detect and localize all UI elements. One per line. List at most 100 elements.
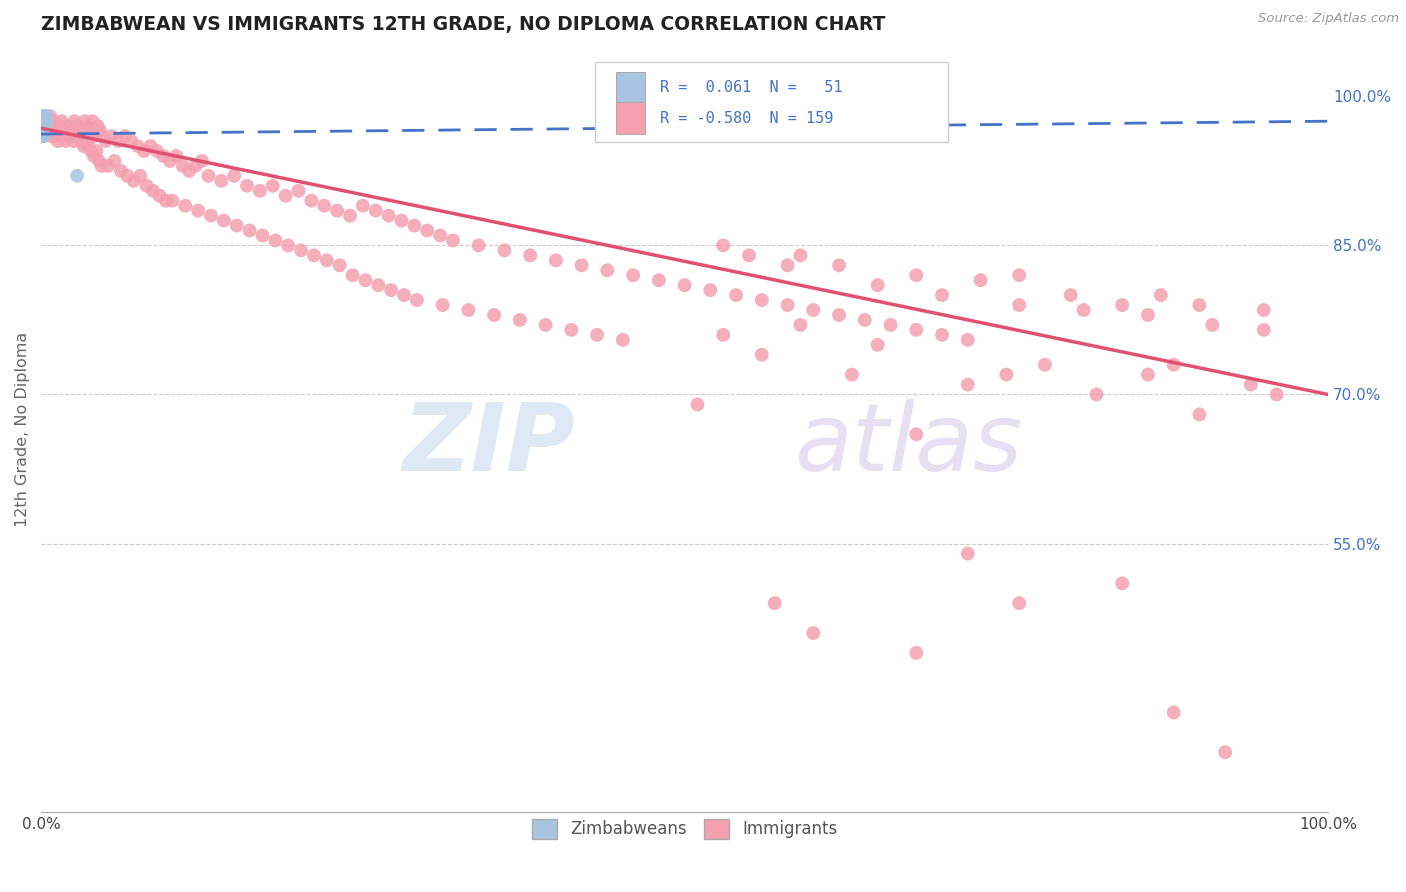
Point bbox=[931, 288, 953, 302]
Point bbox=[725, 288, 748, 302]
Point bbox=[45, 124, 67, 138]
Point bbox=[1240, 377, 1263, 392]
Point bbox=[406, 293, 429, 307]
Point bbox=[1150, 288, 1173, 302]
Point bbox=[37, 119, 59, 133]
Point bbox=[482, 308, 505, 322]
Point bbox=[776, 298, 799, 312]
Point bbox=[159, 153, 181, 168]
Point bbox=[56, 119, 79, 133]
Point bbox=[65, 124, 87, 138]
Point bbox=[956, 377, 979, 392]
Point bbox=[32, 119, 55, 133]
Point bbox=[1008, 268, 1031, 283]
Point bbox=[34, 119, 56, 133]
Point bbox=[621, 268, 644, 283]
Point bbox=[32, 114, 55, 128]
Text: ZIMBABWEAN VS IMMIGRANTS 12TH GRADE, NO DIPLOMA CORRELATION CHART: ZIMBABWEAN VS IMMIGRANTS 12TH GRADE, NO … bbox=[41, 15, 886, 34]
Point bbox=[152, 149, 174, 163]
Point bbox=[212, 213, 235, 227]
Point bbox=[69, 124, 91, 138]
Point bbox=[172, 159, 194, 173]
Point bbox=[1163, 358, 1185, 372]
Point bbox=[209, 174, 232, 188]
Point bbox=[801, 626, 824, 640]
Point bbox=[905, 268, 928, 283]
Point bbox=[519, 248, 541, 262]
Point bbox=[31, 129, 53, 144]
Point bbox=[339, 209, 361, 223]
Point bbox=[41, 119, 63, 133]
Point bbox=[956, 333, 979, 347]
Point bbox=[32, 124, 55, 138]
Point bbox=[38, 124, 60, 138]
Point bbox=[165, 149, 187, 163]
Point bbox=[31, 124, 53, 138]
Point bbox=[380, 283, 402, 297]
Point bbox=[287, 184, 309, 198]
Point bbox=[224, 169, 246, 183]
Point bbox=[135, 178, 157, 193]
Point bbox=[1253, 303, 1275, 318]
Point bbox=[352, 199, 374, 213]
Point bbox=[1060, 288, 1083, 302]
Point bbox=[252, 228, 274, 243]
Point bbox=[354, 273, 377, 287]
Point bbox=[1213, 745, 1236, 759]
Point bbox=[59, 129, 82, 144]
Text: R = -0.580  N = 159: R = -0.580 N = 159 bbox=[661, 111, 834, 126]
Point bbox=[62, 134, 84, 148]
Point bbox=[146, 144, 169, 158]
Point bbox=[763, 596, 786, 610]
Point bbox=[302, 248, 325, 262]
Point bbox=[94, 134, 117, 148]
Point bbox=[416, 223, 439, 237]
Point bbox=[391, 213, 413, 227]
Point bbox=[79, 124, 101, 138]
Point bbox=[31, 119, 53, 133]
Point bbox=[1188, 408, 1211, 422]
Point bbox=[1085, 387, 1108, 401]
Y-axis label: 12th Grade, No Diploma: 12th Grade, No Diploma bbox=[15, 332, 30, 527]
Text: atlas: atlas bbox=[794, 399, 1022, 490]
Point bbox=[751, 348, 773, 362]
Point bbox=[931, 327, 953, 342]
Point bbox=[377, 209, 399, 223]
Point bbox=[66, 119, 89, 133]
Point bbox=[1033, 358, 1056, 372]
Point bbox=[89, 124, 111, 138]
Point bbox=[738, 248, 761, 262]
Point bbox=[801, 303, 824, 318]
Point bbox=[31, 129, 53, 144]
Point bbox=[32, 124, 55, 138]
Point bbox=[32, 124, 55, 138]
Point bbox=[82, 114, 104, 128]
Point bbox=[31, 124, 53, 138]
Point bbox=[56, 124, 79, 138]
Point bbox=[699, 283, 721, 297]
Point bbox=[534, 318, 557, 332]
Bar bbox=[616, 71, 645, 103]
Point bbox=[31, 109, 53, 123]
Point bbox=[1188, 298, 1211, 312]
Point bbox=[879, 318, 901, 332]
Text: Source: ZipAtlas.com: Source: ZipAtlas.com bbox=[1258, 12, 1399, 25]
Point bbox=[367, 278, 389, 293]
Point bbox=[432, 298, 454, 312]
Point bbox=[31, 119, 53, 133]
Point bbox=[314, 199, 336, 213]
Point bbox=[142, 184, 165, 198]
Legend: Zimbabweans, Immigrants: Zimbabweans, Immigrants bbox=[526, 812, 844, 846]
Point bbox=[41, 129, 63, 144]
Point bbox=[586, 327, 609, 342]
Point bbox=[1253, 323, 1275, 337]
Point bbox=[34, 114, 56, 128]
Point bbox=[225, 219, 247, 233]
Point bbox=[174, 199, 197, 213]
Point bbox=[31, 124, 53, 138]
Point bbox=[509, 313, 531, 327]
Point bbox=[34, 114, 56, 128]
Point bbox=[70, 134, 93, 148]
Point bbox=[1008, 596, 1031, 610]
Point bbox=[711, 238, 734, 252]
